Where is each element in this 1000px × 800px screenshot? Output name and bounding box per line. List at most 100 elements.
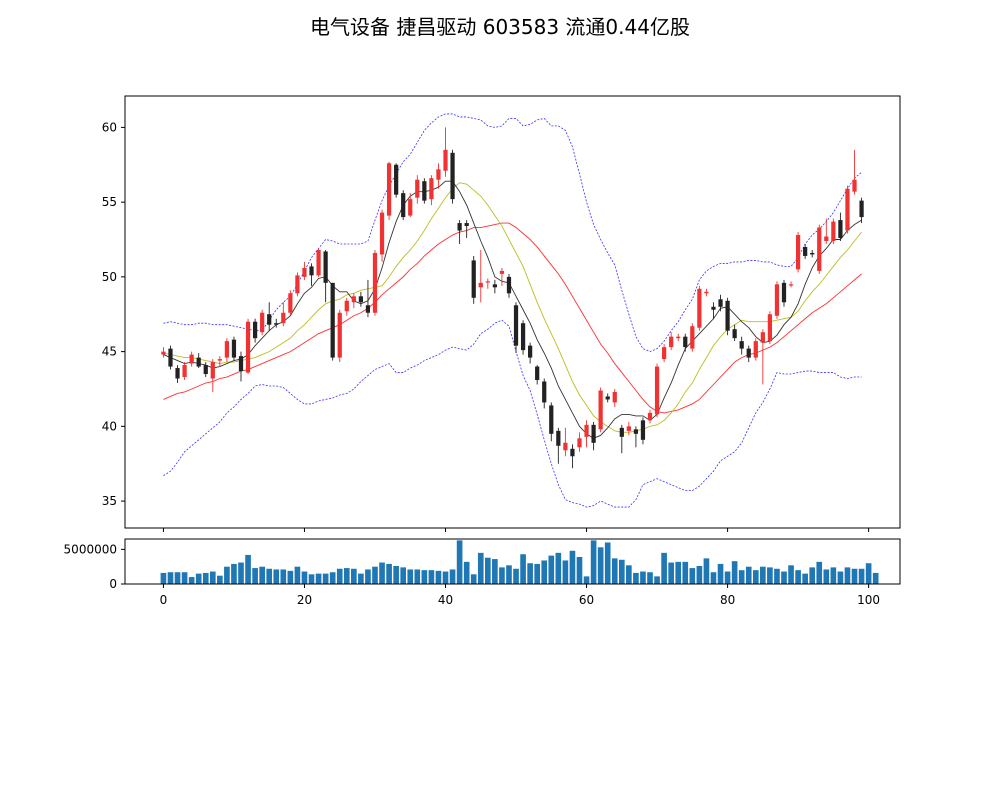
volume-bar-1 <box>167 572 174 584</box>
candle-body-0 <box>161 351 166 355</box>
candle-28 <box>358 291 364 307</box>
candle-41 <box>450 149 455 204</box>
volume-plot-frame <box>124 538 901 585</box>
price-plot-frame <box>124 95 901 529</box>
candle-body-72 <box>669 336 674 348</box>
candle-40 <box>443 127 448 177</box>
candle-65 <box>619 424 624 454</box>
volume-bar-36 <box>414 569 421 584</box>
xtick-label-2: 40 <box>438 593 453 607</box>
candle-45 <box>478 249 483 303</box>
candle-body-44 <box>471 260 476 298</box>
candle-21 <box>309 263 314 286</box>
candle-body-41 <box>450 152 455 200</box>
candle-25 <box>337 309 342 363</box>
candle-74 <box>683 333 688 352</box>
candle-body-7 <box>210 362 215 379</box>
candle-37 <box>422 178 427 204</box>
candle-10 <box>231 336 237 361</box>
volume-bar-15 <box>266 568 273 584</box>
price-ytick-label-1: 40 <box>102 419 117 433</box>
candlesticks <box>161 127 864 469</box>
candle-body-33 <box>394 164 399 195</box>
volume-bars <box>160 540 879 584</box>
volume-bar-80 <box>724 571 731 584</box>
candle-61 <box>591 421 596 451</box>
candle-body-21 <box>309 266 314 276</box>
candle-body-30 <box>372 252 378 313</box>
candle-72 <box>669 332 674 351</box>
candle-body-2 <box>175 368 180 379</box>
candle-body-63 <box>605 396 610 400</box>
candle-60 <box>584 420 589 448</box>
candle-body-24 <box>330 282 335 358</box>
candle-1 <box>168 345 173 370</box>
candle-88 <box>781 279 787 307</box>
volume-bar-100 <box>865 563 872 584</box>
volume-bar-33 <box>393 566 399 584</box>
candle-body-87 <box>774 284 780 316</box>
volume-y-axis: 0 5000000 <box>64 542 125 591</box>
candle-body-37 <box>422 181 427 201</box>
candle-18 <box>288 290 293 316</box>
candle-27 <box>351 293 356 309</box>
boll-lower-line <box>163 319 862 508</box>
candle-43 <box>464 220 469 239</box>
volume-bar-89 <box>788 565 794 584</box>
moving-averages <box>163 180 862 439</box>
volume-bar-63 <box>604 542 611 584</box>
candle-body-32 <box>386 163 392 216</box>
candle-body-89 <box>788 284 794 286</box>
volume-bar-58 <box>569 550 576 584</box>
volume-bar-97 <box>844 567 851 584</box>
candle-78 <box>711 302 716 319</box>
candle-30 <box>372 249 378 316</box>
candle-body-73 <box>676 336 681 339</box>
volume-bar-78 <box>710 572 717 584</box>
volume-bar-92 <box>809 567 816 584</box>
candle-58 <box>570 444 575 469</box>
candle-body-3 <box>182 365 187 378</box>
volume-bar-4 <box>188 577 195 584</box>
candle-body-12 <box>245 321 251 373</box>
volume-bar-101 <box>872 572 879 584</box>
price-ytick-label-0: 35 <box>102 494 117 508</box>
candle-body-49 <box>506 276 512 294</box>
volume-bar-30 <box>372 566 378 584</box>
volume-bar-12 <box>245 554 251 584</box>
volume-bar-64 <box>611 558 618 584</box>
candle-92 <box>810 249 815 258</box>
candle-83 <box>746 345 751 363</box>
candle-66 <box>626 421 631 436</box>
volume-bar-60 <box>583 576 590 584</box>
candle-24 <box>330 282 335 361</box>
candle-body-13 <box>252 321 258 339</box>
candle-51 <box>520 320 526 355</box>
candle-body-80 <box>725 300 730 331</box>
volume-bar-74 <box>682 561 689 584</box>
candle-body-91 <box>803 246 808 256</box>
candle-body-64 <box>612 391 617 403</box>
candle-38 <box>429 175 434 206</box>
volume-bar-75 <box>689 568 696 584</box>
volume-bar-24 <box>329 572 336 584</box>
candle-36 <box>415 175 420 204</box>
candle-body-78 <box>711 306 716 310</box>
volume-bar-48 <box>499 567 505 584</box>
volume-bar-29 <box>365 569 371 584</box>
volume-bar-37 <box>421 570 428 584</box>
candle-15 <box>267 302 272 331</box>
candle-95 <box>831 218 836 244</box>
volume-bar-72 <box>668 562 674 584</box>
candle-body-19 <box>295 275 300 294</box>
price-ytick-label-2: 45 <box>102 345 117 359</box>
volume-bar-2 <box>174 572 181 584</box>
candle-22 <box>316 248 321 277</box>
candle-body-38 <box>429 178 434 200</box>
candle-4 <box>189 351 194 367</box>
volume-bar-68 <box>640 571 646 584</box>
candle-body-83 <box>746 348 751 358</box>
candle-33 <box>394 163 399 198</box>
candle-body-43 <box>464 223 469 227</box>
candle-body-6 <box>203 365 208 375</box>
